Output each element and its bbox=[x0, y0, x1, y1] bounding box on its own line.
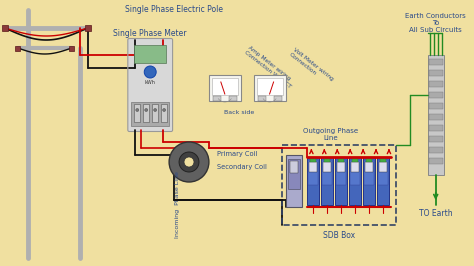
Bar bbox=[378, 160, 388, 185]
Bar bbox=[212, 78, 238, 95]
Text: | | | | |: | | | | | bbox=[142, 51, 159, 57]
Bar bbox=[429, 125, 443, 131]
Bar bbox=[282, 145, 396, 225]
Circle shape bbox=[184, 157, 194, 167]
Bar bbox=[134, 45, 166, 63]
Bar bbox=[349, 157, 361, 205]
Text: Earth Conductors
To
All Sub Circuits: Earth Conductors To All Sub Circuits bbox=[405, 13, 466, 33]
Bar bbox=[323, 162, 331, 172]
Text: SDB Box: SDB Box bbox=[323, 231, 355, 239]
Bar bbox=[309, 160, 319, 185]
Bar bbox=[69, 45, 74, 51]
Text: Single Phase Meter: Single Phase Meter bbox=[113, 28, 187, 38]
FancyBboxPatch shape bbox=[128, 39, 173, 131]
Bar bbox=[2, 25, 8, 31]
Bar bbox=[258, 96, 265, 101]
Text: Incoming  Phase Line: Incoming Phase Line bbox=[174, 172, 180, 238]
Bar bbox=[254, 75, 285, 101]
Bar bbox=[429, 158, 443, 164]
Bar bbox=[307, 157, 319, 205]
Bar bbox=[16, 45, 20, 51]
Bar bbox=[256, 78, 283, 95]
Bar bbox=[289, 159, 301, 189]
Text: Primary Coil: Primary Coil bbox=[217, 151, 257, 157]
Circle shape bbox=[169, 142, 209, 182]
Circle shape bbox=[154, 109, 157, 111]
Bar bbox=[429, 81, 443, 87]
Bar bbox=[291, 161, 299, 173]
Bar bbox=[273, 96, 282, 101]
Text: Amp Meter wiring
Connection With CT: Amp Meter wiring Connection With CT bbox=[244, 45, 296, 89]
Text: Back side: Back side bbox=[224, 110, 254, 114]
Bar bbox=[352, 159, 358, 162]
Bar bbox=[286, 155, 302, 207]
Bar bbox=[429, 70, 443, 76]
Bar bbox=[161, 104, 167, 122]
Circle shape bbox=[179, 152, 199, 172]
Bar bbox=[429, 103, 443, 109]
Bar bbox=[364, 160, 374, 185]
Bar bbox=[337, 162, 345, 172]
Bar bbox=[379, 162, 387, 172]
Bar bbox=[134, 104, 140, 122]
Bar bbox=[335, 157, 347, 205]
Bar bbox=[213, 96, 221, 101]
Bar bbox=[152, 104, 158, 122]
Circle shape bbox=[145, 109, 148, 111]
Bar bbox=[131, 102, 169, 126]
Bar bbox=[143, 104, 149, 122]
Bar bbox=[380, 159, 386, 162]
Text: kWh: kWh bbox=[145, 80, 155, 85]
Bar bbox=[429, 147, 443, 153]
Text: Volt Meter wiring
Connection: Volt Meter wiring Connection bbox=[289, 47, 334, 86]
Bar bbox=[428, 55, 444, 175]
Bar bbox=[350, 160, 360, 185]
Text: Secondary Coil: Secondary Coil bbox=[217, 164, 267, 170]
Bar bbox=[209, 75, 241, 101]
Circle shape bbox=[163, 109, 165, 111]
Circle shape bbox=[144, 66, 156, 78]
Bar bbox=[429, 92, 443, 98]
Bar bbox=[322, 160, 332, 185]
Bar bbox=[429, 114, 443, 120]
Bar bbox=[321, 157, 333, 205]
Bar bbox=[429, 136, 443, 142]
Bar bbox=[366, 159, 372, 162]
Bar bbox=[336, 160, 346, 185]
Text: Single Phase Electric Pole: Single Phase Electric Pole bbox=[125, 6, 223, 15]
Bar bbox=[377, 157, 389, 205]
Bar bbox=[310, 159, 316, 162]
Bar bbox=[324, 159, 330, 162]
Bar bbox=[84, 25, 91, 31]
Text: TO Earth: TO Earth bbox=[419, 209, 453, 218]
Bar bbox=[229, 96, 237, 101]
Bar bbox=[338, 159, 344, 162]
Circle shape bbox=[136, 109, 139, 111]
Bar bbox=[365, 162, 373, 172]
Bar bbox=[363, 157, 375, 205]
Bar bbox=[351, 162, 359, 172]
Bar bbox=[429, 59, 443, 65]
Text: Outgoing Phase
Line: Outgoing Phase Line bbox=[303, 128, 358, 142]
Bar bbox=[310, 162, 317, 172]
